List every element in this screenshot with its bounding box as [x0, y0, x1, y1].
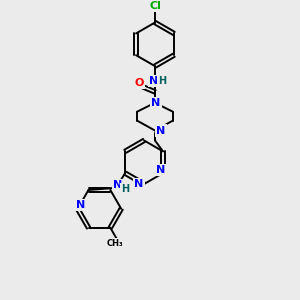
Text: H: H — [121, 184, 129, 194]
Text: O: O — [134, 78, 144, 88]
Text: N: N — [156, 125, 166, 136]
Text: N: N — [76, 200, 85, 210]
Text: N: N — [151, 98, 160, 108]
Text: N: N — [156, 165, 166, 175]
Text: N: N — [134, 179, 144, 189]
Text: H: H — [158, 76, 166, 86]
Text: N: N — [112, 180, 122, 190]
Text: Cl: Cl — [149, 1, 161, 11]
Text: N: N — [149, 76, 159, 86]
Text: CH₃: CH₃ — [106, 239, 123, 248]
